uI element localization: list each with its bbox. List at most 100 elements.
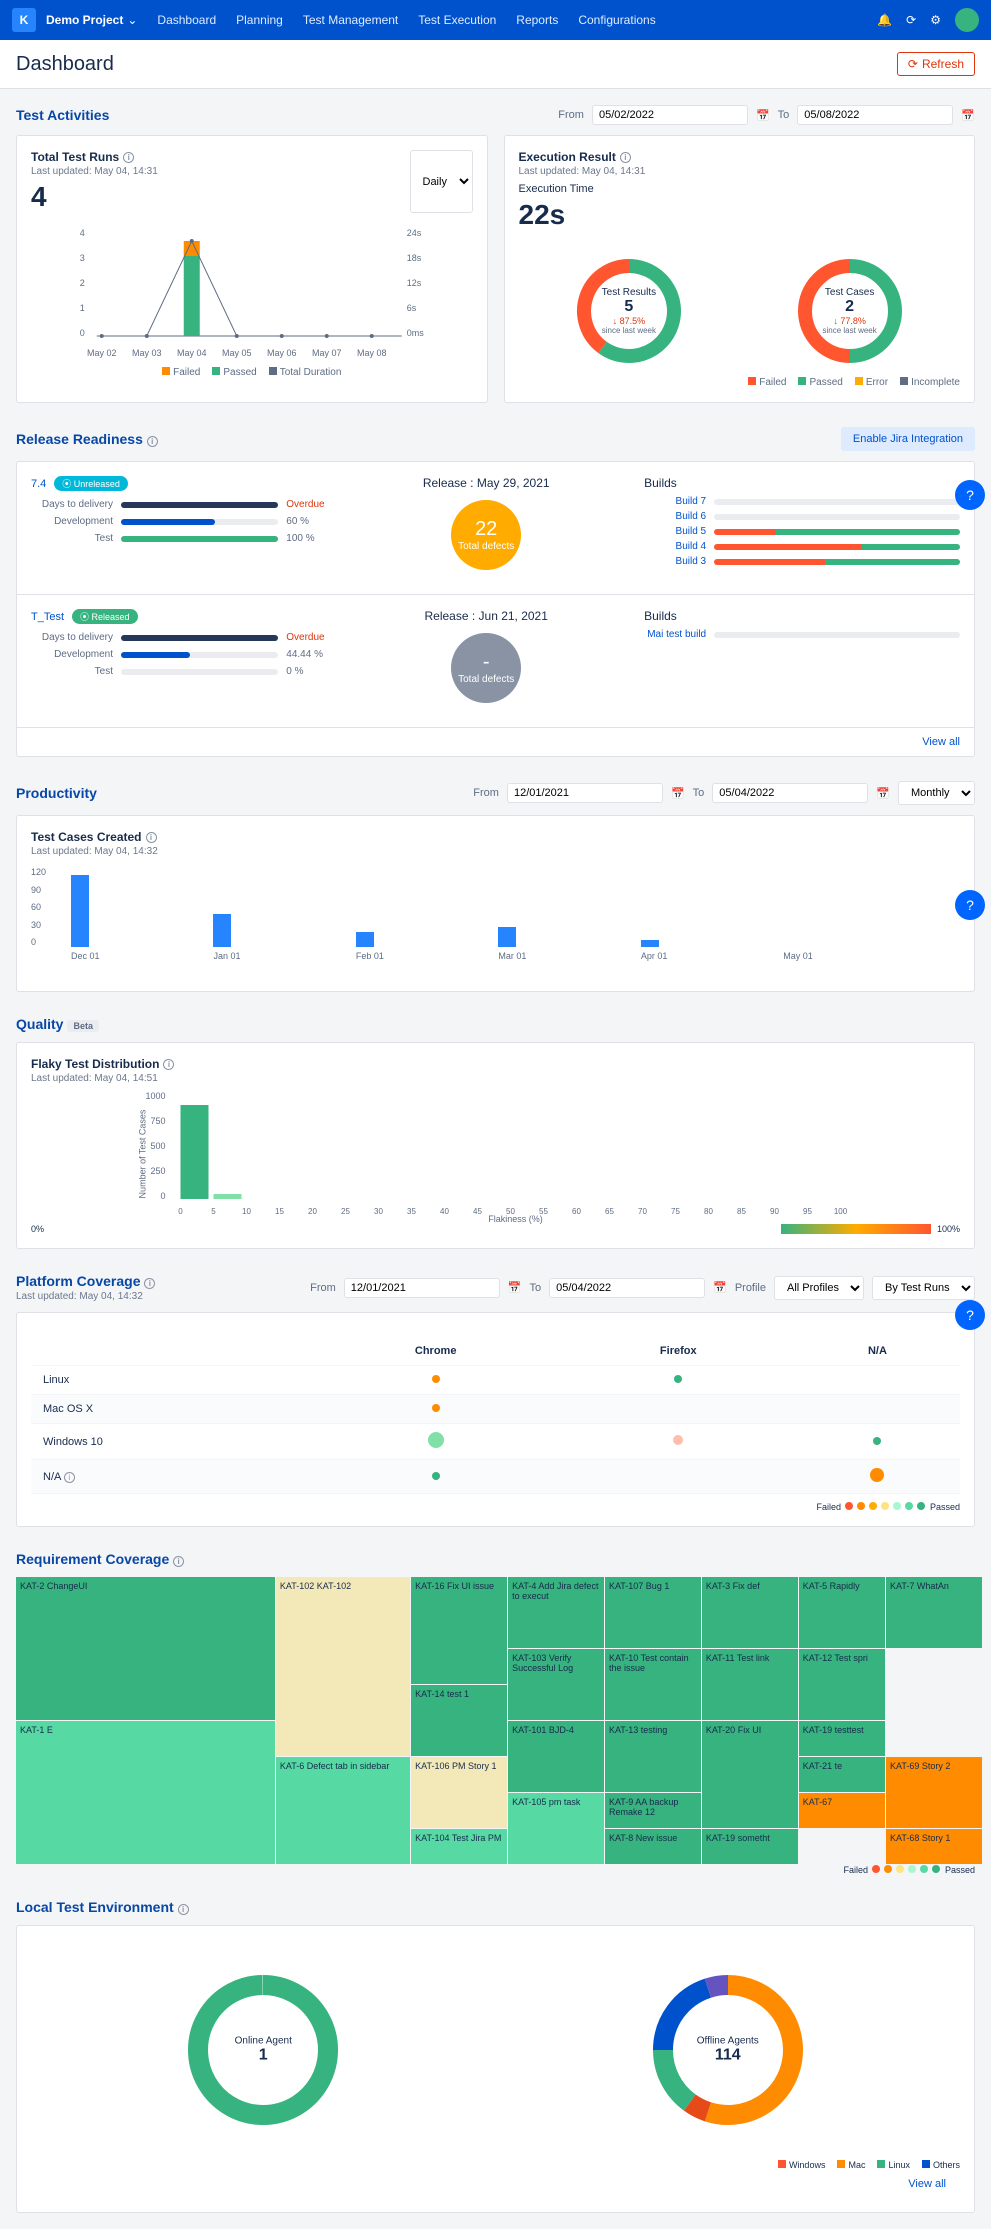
coverage-dot: [870, 1468, 884, 1482]
nav-test-execution[interactable]: Test Execution: [418, 13, 496, 27]
treemap-tile[interactable]: KAT-68 Story 1: [886, 1829, 982, 1864]
nav-planning[interactable]: Planning: [236, 13, 283, 27]
info-icon[interactable]: i: [173, 1556, 184, 1567]
treemap-tile[interactable]: KAT-106 PM Story 1: [411, 1757, 507, 1828]
release-id[interactable]: 7.4: [31, 478, 46, 490]
svg-text:Number of Test Cases: Number of Test Cases: [138, 1109, 148, 1198]
treemap-tile[interactable]: KAT-20 Fix UI: [702, 1721, 798, 1828]
treemap-tile[interactable]: KAT-9 AA backup Remake 12: [605, 1793, 701, 1828]
treemap-tile[interactable]: KAT-10 Test contain the issue: [605, 1649, 701, 1720]
pc-date-to[interactable]: [549, 1278, 705, 1298]
ta-date-from[interactable]: [592, 105, 748, 125]
treemap-tile[interactable]: KAT-3 Fix def: [702, 1577, 798, 1648]
treemap-tile[interactable]: KAT-104 Test Jira PM: [411, 1829, 507, 1864]
float-help-2[interactable]: ?: [955, 890, 985, 920]
logo-icon[interactable]: K: [12, 8, 36, 32]
release-id[interactable]: T_Test: [31, 611, 64, 623]
float-help-1[interactable]: ?: [955, 480, 985, 510]
build-link[interactable]: Build 6: [644, 511, 714, 522]
svg-text:250: 250: [150, 1166, 165, 1176]
treemap-tile[interactable]: KAT-102 KAT-102: [276, 1577, 410, 1756]
treemap-tile[interactable]: KAT-21 te: [799, 1757, 885, 1792]
nav-dashboard[interactable]: Dashboard: [157, 13, 216, 27]
svg-text:1: 1: [80, 303, 85, 313]
info-icon[interactable]: i: [163, 1059, 174, 1070]
calendar-icon[interactable]: 📅: [876, 787, 890, 800]
treemap-tile[interactable]: KAT-69 Story 2: [886, 1757, 982, 1828]
treemap-tile[interactable]: KAT-105 pm task: [508, 1793, 604, 1864]
os-row: Linux: [31, 1366, 310, 1395]
nav-reports[interactable]: Reports: [516, 13, 558, 27]
release-viewall[interactable]: View all: [17, 728, 974, 756]
lte-viewall[interactable]: View all: [31, 2170, 960, 2198]
info-icon[interactable]: i: [146, 832, 157, 843]
float-help-3[interactable]: ?: [955, 1300, 985, 1330]
prod-date-to[interactable]: [712, 783, 868, 803]
svg-text:0: 0: [178, 1207, 183, 1216]
calendar-icon[interactable]: 📅: [508, 1281, 522, 1294]
treemap-tile[interactable]: KAT-8 New issue: [605, 1829, 701, 1864]
prod-period-select[interactable]: Monthly: [898, 781, 975, 805]
info-icon[interactable]: i: [147, 436, 158, 447]
info-icon[interactable]: i: [620, 152, 631, 163]
treemap-tile[interactable]: KAT-13 testing: [605, 1721, 701, 1792]
svg-text:100: 100: [834, 1207, 848, 1216]
treemap-tile[interactable]: KAT-5 Rapidly: [799, 1577, 885, 1648]
treemap-tile[interactable]: KAT-16 Fix UI issue: [411, 1577, 507, 1684]
period-select[interactable]: Daily: [410, 150, 473, 213]
enable-jira-button[interactable]: Enable Jira Integration: [841, 427, 975, 451]
info-icon[interactable]: i: [123, 152, 134, 163]
build-link[interactable]: Build 5: [644, 526, 714, 537]
treemap-tile[interactable]: KAT-7 WhatAn: [886, 1577, 982, 1648]
treemap-tile[interactable]: KAT-103 Verify Successful Log: [508, 1649, 604, 1720]
project-name[interactable]: Demo Project: [46, 13, 123, 27]
page-header: Dashboard ⟳ Refresh: [0, 40, 991, 89]
treemap-tile[interactable]: KAT-67: [799, 1793, 885, 1828]
svg-text:65: 65: [605, 1207, 614, 1216]
bell-icon[interactable]: 🔔: [877, 13, 892, 27]
total-runs-chart: 4321024s18s12s6s0msMay 02May 03May 04May…: [31, 221, 473, 361]
nav-configurations[interactable]: Configurations: [578, 13, 655, 27]
prod-date-from[interactable]: [507, 783, 663, 803]
test-cases-created-chart: 1209060300 Dec 01Jan 01Feb 01Mar 01Apr 0…: [31, 867, 960, 977]
coverage-dot: [873, 1437, 881, 1445]
chevron-down-icon[interactable]: ⌄: [127, 13, 137, 27]
calendar-icon[interactable]: 📅: [756, 109, 770, 122]
calendar-icon[interactable]: 📅: [713, 1281, 727, 1294]
svg-text:May 08: May 08: [357, 348, 387, 358]
build-link[interactable]: Build 7: [644, 496, 714, 507]
build-link[interactable]: Mai test build: [644, 629, 714, 640]
treemap-tile[interactable]: KAT-11 Test link: [702, 1649, 798, 1720]
calendar-icon[interactable]: 📅: [671, 787, 685, 800]
info-icon[interactable]: i: [144, 1278, 155, 1289]
treemap-tile[interactable]: KAT-107 Bug 1: [605, 1577, 701, 1648]
prod-bar: [213, 914, 231, 947]
coverage-dot: [428, 1432, 444, 1448]
nav-test-management[interactable]: Test Management: [303, 13, 398, 27]
calendar-icon[interactable]: 📅: [961, 109, 975, 122]
ta-date-to[interactable]: [797, 105, 953, 125]
treemap-tile[interactable]: KAT-14 test 1: [411, 1685, 507, 1756]
svg-text:0ms: 0ms: [407, 328, 425, 338]
avatar[interactable]: [955, 8, 979, 32]
refresh-button[interactable]: ⟳ Refresh: [897, 52, 975, 76]
treemap-tile[interactable]: KAT-19 sometht: [702, 1829, 798, 1864]
pc-profile-select[interactable]: All Profiles: [774, 1276, 864, 1300]
treemap-tile[interactable]: KAT-4 Add Jira defect to execut: [508, 1577, 604, 1648]
treemap-tile[interactable]: KAT-6 Defect tab in sidebar: [276, 1757, 410, 1864]
total-runs-value: 4: [31, 181, 158, 213]
build-link[interactable]: Build 3: [644, 556, 714, 567]
treemap-tile[interactable]: KAT-2 ChangeUI: [16, 1577, 275, 1720]
treemap-tile[interactable]: KAT-12 Test spri: [799, 1649, 885, 1720]
info-icon[interactable]: i: [178, 1904, 189, 1915]
svg-text:35: 35: [407, 1207, 416, 1216]
pc-by-select[interactable]: By Test Runs: [872, 1276, 975, 1300]
treemap-tile[interactable]: KAT-101 BJD-4: [508, 1721, 604, 1792]
gear-icon[interactable]: ⚙: [930, 13, 941, 27]
treemap-tile[interactable]: KAT-1 E: [16, 1721, 275, 1864]
history-icon[interactable]: ⟳: [906, 13, 916, 27]
pc-date-from[interactable]: [344, 1278, 500, 1298]
svg-text:10: 10: [242, 1207, 251, 1216]
build-link[interactable]: Build 4: [644, 541, 714, 552]
treemap-tile[interactable]: KAT-19 testtest: [799, 1721, 885, 1756]
